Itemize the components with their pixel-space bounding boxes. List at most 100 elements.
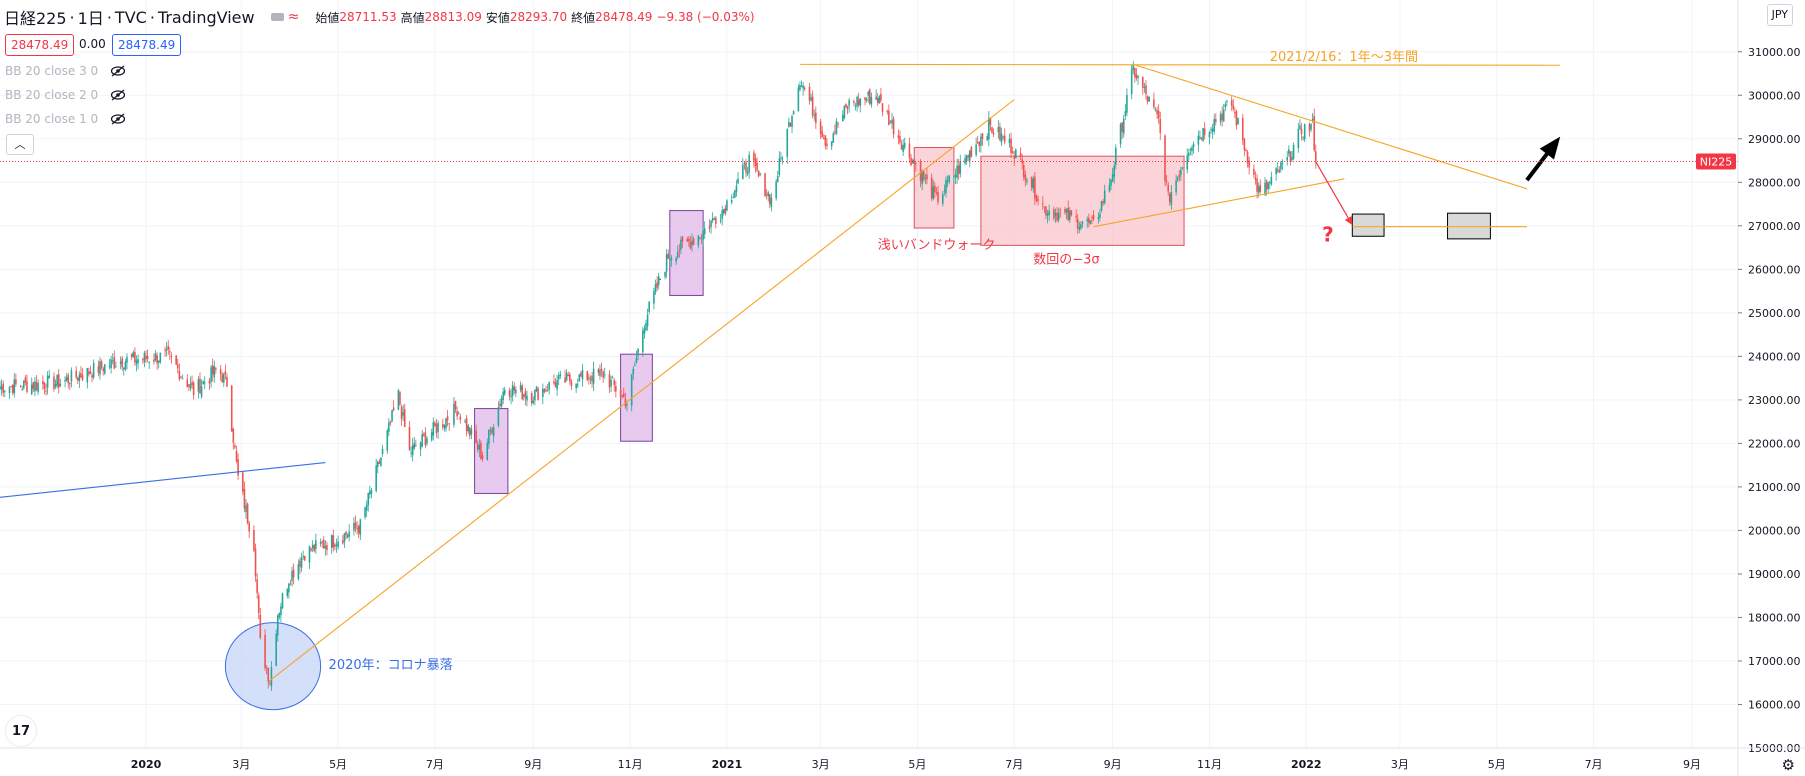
candle-body <box>965 155 968 162</box>
indicator-legend-row[interactable]: BB 20 close 1 0 <box>5 112 126 126</box>
market-status-icon[interactable] <box>270 13 284 21</box>
candle-body <box>280 606 282 616</box>
candle-body <box>1103 190 1106 204</box>
candle-body <box>924 177 927 179</box>
currency-selector[interactable]: JPY <box>1766 4 1793 26</box>
candle-body <box>702 230 704 240</box>
candle-body <box>186 379 189 388</box>
interval-label[interactable]: 1日 <box>77 9 104 28</box>
candle-body <box>1064 208 1066 213</box>
eye-slash-icon[interactable] <box>110 89 126 101</box>
price-axis-background <box>1738 0 1805 776</box>
symbol-name[interactable]: 日経225 <box>4 9 67 28</box>
candle-body <box>968 150 971 161</box>
separator: · <box>149 7 155 27</box>
gear-icon[interactable]: ⚙ <box>1781 756 1795 774</box>
candle-body <box>1034 176 1036 199</box>
candle-body <box>243 488 246 509</box>
candle-body <box>1267 182 1269 190</box>
price-axis[interactable]: 15000.0016000.0017000.0018000.0019000.00… <box>1737 0 1805 776</box>
time-tick-label: 5月 <box>329 758 347 771</box>
candle-body <box>791 115 793 127</box>
candle-body <box>156 355 158 364</box>
candle-body <box>164 350 166 352</box>
candle-body <box>235 450 238 462</box>
candle-body <box>1281 162 1284 164</box>
indicator-legend-row[interactable]: BB 20 close 2 0 <box>5 88 126 102</box>
bid-price-box[interactable]: 28478.49 <box>5 34 75 56</box>
symbol-header: 日経225 · 1日 · TVC · TradingView ≈ 始値 28711… <box>4 5 755 29</box>
candle-body <box>1175 180 1177 193</box>
candle-body <box>1189 148 1192 150</box>
candle-body <box>1070 210 1073 216</box>
annotation-label: 浅いバンドウォーク <box>878 238 996 253</box>
candle-body <box>992 132 995 135</box>
candle-body <box>1215 119 1217 122</box>
candle-body <box>275 633 277 666</box>
candle-body <box>78 374 81 382</box>
price-tick-label: 31000.00 <box>1748 46 1801 59</box>
candle-body <box>469 427 471 436</box>
tradingview-logo-icon[interactable]: 17 <box>6 716 36 746</box>
candle-body <box>967 155 970 158</box>
candle-body <box>1141 77 1144 88</box>
eye-slash-icon[interactable] <box>110 65 126 77</box>
candle-body <box>686 238 689 242</box>
annotation-label: 2021/2/16：1年〜3年間 <box>1270 50 1418 65</box>
candle-body <box>657 276 660 285</box>
candle-body <box>54 383 57 387</box>
candle-body <box>615 386 617 392</box>
candle-body <box>359 519 362 535</box>
candle-body <box>345 531 347 535</box>
collapse-legend-button[interactable]: ︿ <box>6 134 34 155</box>
candle-body <box>1015 149 1017 159</box>
price-tick-label: 28000.00 <box>1748 176 1801 189</box>
indicator-legend-row[interactable]: BB 20 close 3 0 <box>5 64 126 78</box>
candle-body <box>354 522 357 529</box>
candle-body <box>710 220 712 227</box>
candle-body <box>776 175 779 182</box>
candle-body <box>764 173 766 197</box>
candle-body <box>603 374 606 376</box>
price-tick-label: 18000.00 <box>1748 611 1801 624</box>
time-axis[interactable]: 2020 3月 5月 7月 9月 11月 2021 3月 5月 7月 9月 11月 2022 3月 5月 7月… <box>0 747 1805 771</box>
candle-body <box>1046 213 1049 216</box>
candle-body <box>486 442 489 460</box>
candle-body <box>1122 118 1125 134</box>
candle-body <box>291 571 293 581</box>
candle-body <box>457 413 460 415</box>
candle-body <box>197 379 200 392</box>
candle-body <box>278 612 281 618</box>
candle-body <box>1181 167 1184 169</box>
candle-body <box>35 381 38 390</box>
candle-body <box>597 369 600 373</box>
candle-body <box>1297 128 1300 149</box>
candle-body <box>642 330 644 353</box>
candle-body <box>848 100 850 106</box>
candle-body <box>300 557 303 568</box>
candle-body <box>346 535 349 538</box>
ask-price-box[interactable]: 28478.49 <box>112 34 182 56</box>
candle-body <box>1024 174 1027 180</box>
candle-body <box>181 378 184 380</box>
candle-body <box>202 381 204 385</box>
time-tick-label: 5月 <box>1488 758 1506 771</box>
candle-body <box>342 540 344 544</box>
candle-body <box>499 403 501 406</box>
candle-body <box>378 462 381 465</box>
candle-body <box>822 138 825 140</box>
candle-body <box>919 161 922 182</box>
arrow-head <box>1344 216 1353 225</box>
eye-slash-icon[interactable] <box>110 113 126 125</box>
candle-body <box>411 445 414 456</box>
wave-icon[interactable]: ≈ <box>287 9 300 25</box>
drawing-layer-back <box>224 146 1491 711</box>
candle-body <box>808 86 811 101</box>
candle-body <box>1226 100 1228 102</box>
candle-body <box>80 373 82 378</box>
candle-body <box>811 96 814 116</box>
candle-body <box>343 533 346 542</box>
candle-body <box>600 368 603 371</box>
candle-body <box>1148 96 1150 102</box>
